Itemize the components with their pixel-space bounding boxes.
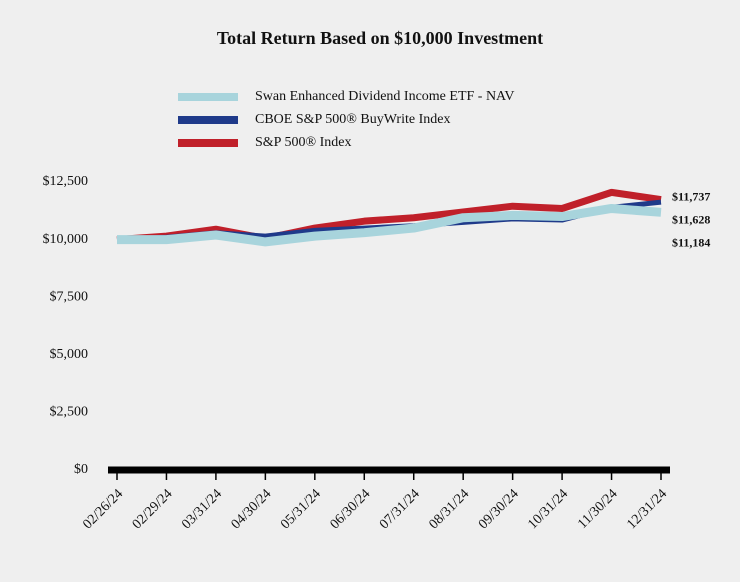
data-label: $11,628 [672, 212, 710, 226]
y-tick-label: $0 [74, 462, 88, 477]
legend-label: CBOE S&P 500® BuyWrite Index [255, 112, 450, 127]
series-line [116, 188, 662, 244]
chart-title: Total Return Based on $10,000 Investment [217, 28, 543, 48]
legend-label: S&P 500® Index [255, 135, 351, 150]
legend-label: Swan Enhanced Dividend Income ETF - NAV [255, 89, 514, 104]
y-tick-label: $2,500 [50, 405, 89, 420]
data-label: $11,737 [672, 189, 710, 203]
y-tick-label: $10,000 [43, 232, 89, 247]
series-line [117, 203, 662, 247]
y-tick-label: $7,500 [50, 289, 89, 304]
data-label: $11,184 [672, 235, 710, 249]
y-tick-label: $5,000 [50, 347, 89, 362]
y-tick-label: $12,500 [43, 174, 89, 189]
